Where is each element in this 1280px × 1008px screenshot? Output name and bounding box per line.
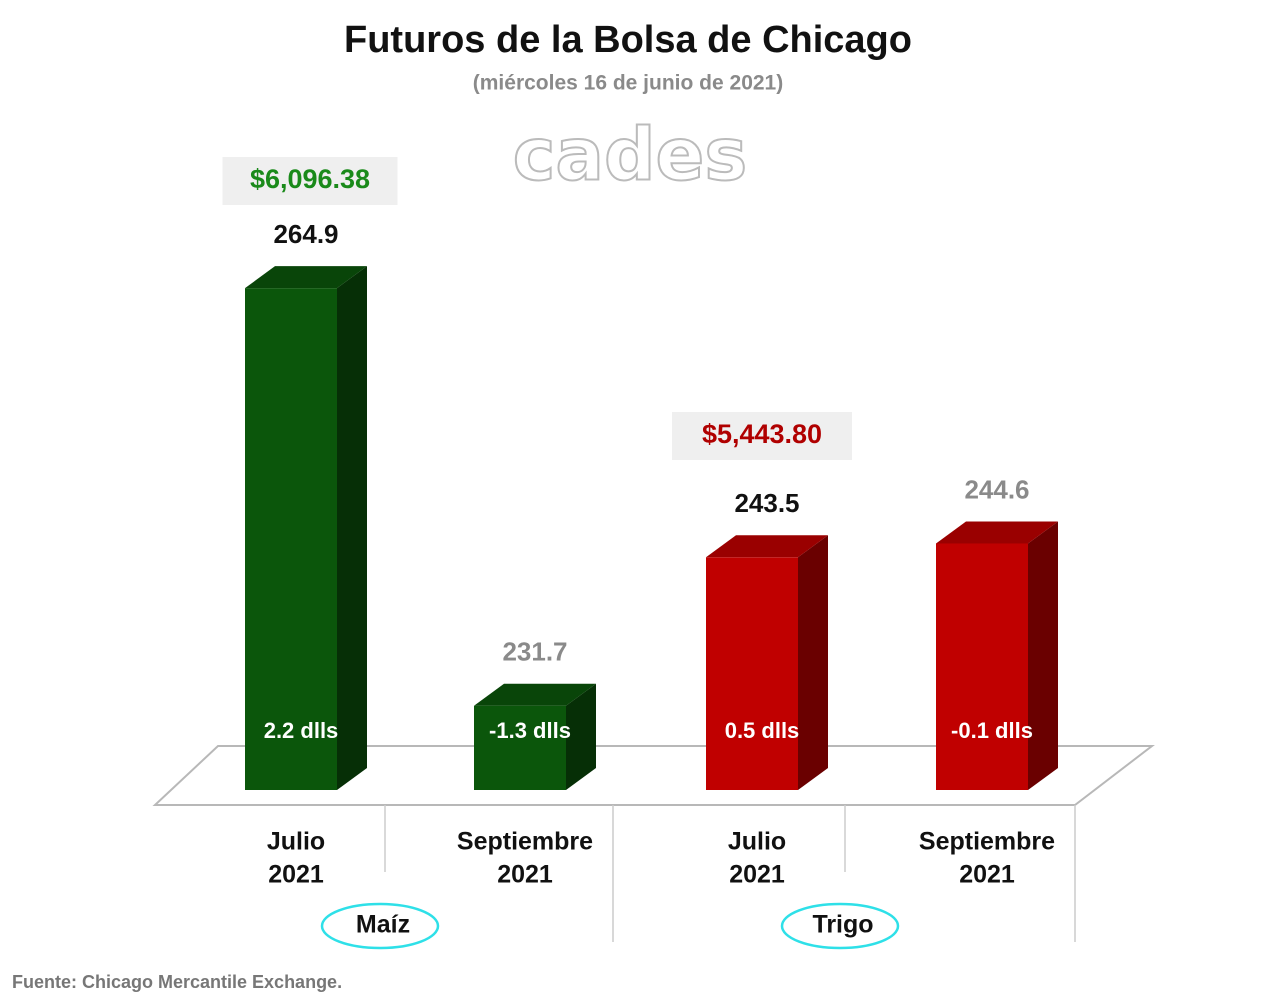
chart-subtitle: (miércoles 16 de junio de 2021) [473, 72, 783, 95]
bar [706, 557, 798, 790]
price-box [672, 412, 852, 460]
value-label: 264.9 [273, 219, 338, 249]
x-tick-label: 2021 [959, 861, 1015, 889]
x-tick-label: 2021 [268, 861, 324, 889]
bar [936, 543, 1028, 790]
x-tick-label: Septiembre [919, 828, 1055, 856]
x-tick-label: 2021 [497, 861, 553, 889]
x-tick-label: 2021 [729, 861, 785, 889]
chart-title: Futuros de la Bolsa de Chicago [344, 19, 912, 61]
bar-top [245, 266, 367, 289]
x-tick-label: Julio [267, 828, 325, 856]
bar-side [337, 266, 367, 790]
price-label: $6,096.38 [250, 164, 370, 194]
value-label: 243.5 [734, 488, 799, 518]
bar-top [936, 521, 1058, 544]
value-label: 231.7 [502, 637, 567, 667]
group-label: Trigo [812, 911, 873, 939]
watermark: cades [513, 113, 748, 197]
bar-side [1028, 521, 1058, 790]
bar-top [706, 535, 828, 558]
bar [474, 705, 566, 790]
group-label: Maíz [356, 911, 410, 939]
price-box [222, 157, 398, 205]
bar-side [566, 683, 596, 790]
change-label: -0.1 dlls [951, 718, 1033, 743]
x-tick-label: Septiembre [457, 828, 593, 856]
x-tick-label: Julio [728, 828, 786, 856]
bar [245, 288, 337, 790]
bar-top [474, 683, 596, 706]
bar-side [798, 535, 828, 790]
value-label: 244.6 [964, 474, 1029, 504]
floor [152, 745, 1155, 806]
group-oval [780, 902, 900, 950]
change-label: -1.3 dlls [489, 718, 571, 743]
price-label: $5,443.80 [702, 419, 822, 449]
source: Fuente: Chicago Mercantile Exchange. [12, 972, 342, 992]
change-label: 2.2 dlls [264, 718, 339, 743]
change-label: 0.5 dlls [725, 718, 800, 743]
group-oval [320, 902, 440, 950]
